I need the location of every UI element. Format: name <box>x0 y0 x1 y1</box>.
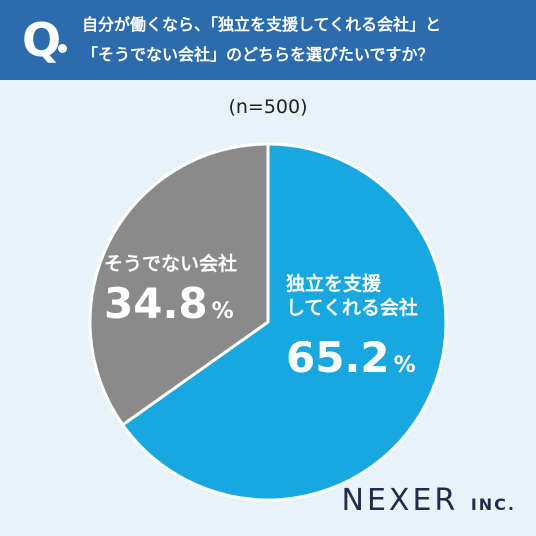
question-header: Q 自分が働くなら、「独立を支援してくれる会社」と 「そうでない会社」のどちらを… <box>0 0 536 80</box>
question-text: 自分が働くなら、「独立を支援してくれる会社」と 「そうでない会社」のどちらを選び… <box>82 10 522 70</box>
brand-suffix: INC. <box>470 495 516 514</box>
slice-other-label-line: そうでない会社 <box>104 252 237 275</box>
sample-size-note: (n=500) <box>228 96 308 118</box>
slice-other-unit: % <box>212 299 234 324</box>
slice-support <box>120 142 448 502</box>
question-mark-dot <box>58 44 67 53</box>
slice-support-unit: % <box>394 353 416 378</box>
question-line-2: 「そうでない会社」のどちらを選びたいですか？ <box>82 45 434 64</box>
slice-other <box>88 142 270 427</box>
brand-name: NEXER <box>341 483 459 518</box>
slice-support-label-line: してくれる会社 <box>286 296 418 319</box>
question-line-1: 自分が働くなら、「独立を支援してくれる会社」と <box>82 15 442 34</box>
slice-support-label-line: 独立を支援 <box>286 272 382 295</box>
brand-logo: NEXER INC. <box>342 483 516 518</box>
question-mark: Q <box>22 13 62 67</box>
